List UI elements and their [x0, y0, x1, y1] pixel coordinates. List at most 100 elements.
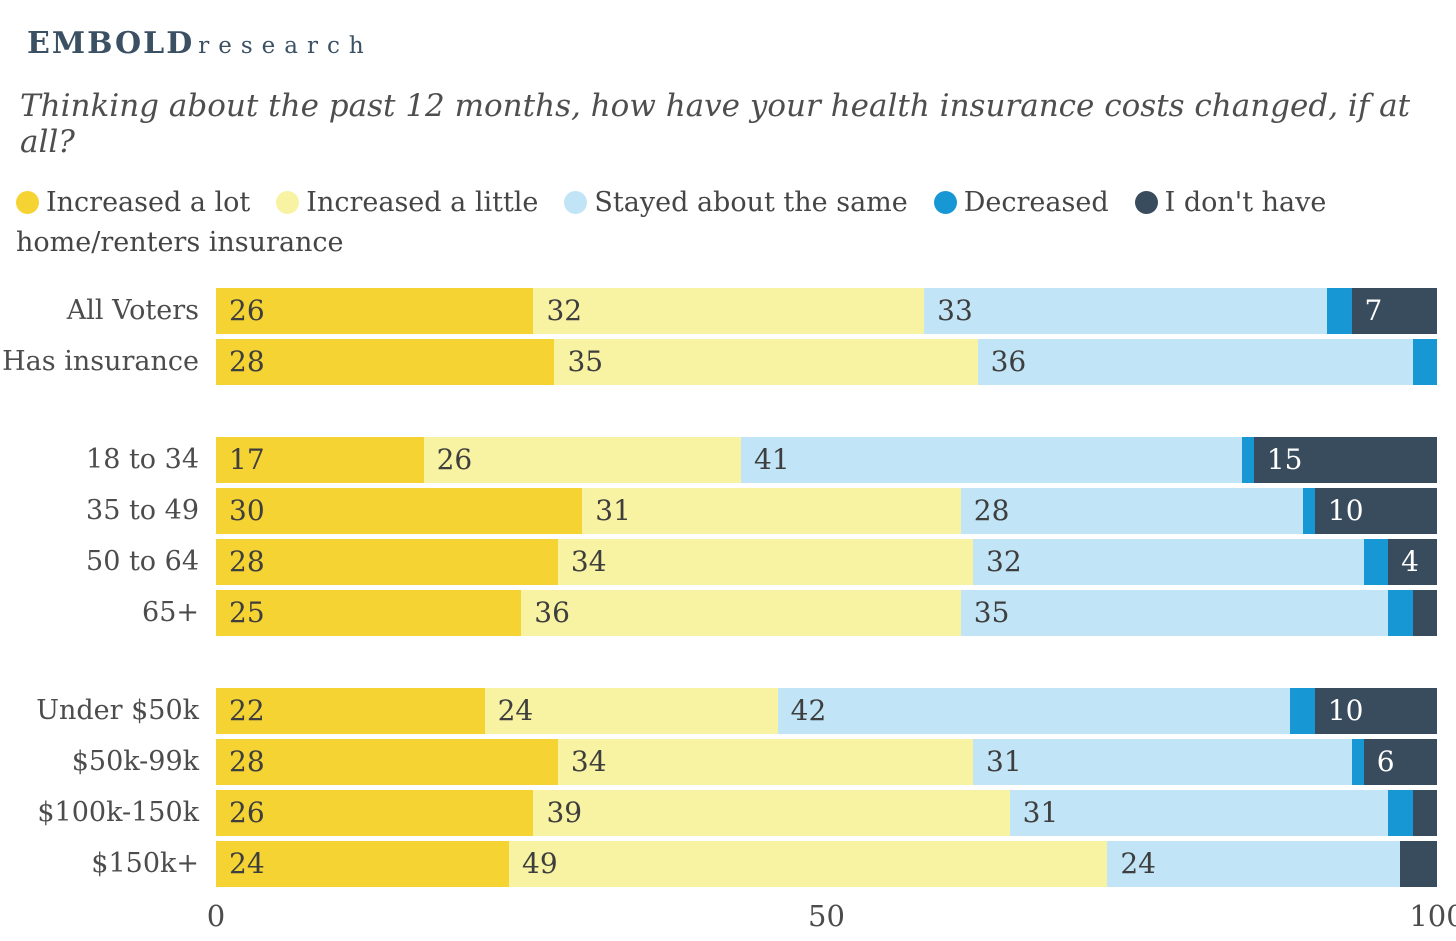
bar-track: 30 31 28 10: [216, 488, 1437, 534]
bar-track: 28 34 32 4: [216, 539, 1437, 585]
legend-swatch-decreased: [933, 191, 957, 214]
stacked-bar-chart: All Voters 26 32 33 7 Has insurance 28 35 36 18 t…: [0, 288, 1456, 887]
legend-label: Increased a little: [306, 187, 539, 218]
bar-segment-increased-a-little: 32: [533, 288, 925, 334]
bar-segment-increased-a-lot: 30: [216, 488, 583, 534]
chart-title: Thinking about the past 12 months, how h…: [20, 88, 1411, 160]
legend-label: Increased a lot: [46, 187, 251, 218]
bar-row-100k-150k: $100k-150k 26 39 31: [0, 790, 1456, 836]
legend-label: I don't have home/renters insurance: [16, 187, 1327, 258]
bar-value-label: 41: [754, 443, 790, 476]
bar-row-18-to-34: 18 to 34 17 26 41 15: [0, 437, 1456, 483]
bar-segment-increased-a-lot: 26: [216, 288, 534, 334]
bar-row-all-voters: All Voters 26 32 33 7: [0, 288, 1456, 334]
x-axis-tick-100: 100: [1409, 899, 1456, 933]
bar-segment-stayed-about-the-same: 36: [977, 339, 1413, 385]
bar-segment-stayed-about-the-same: 31: [1009, 790, 1389, 836]
bar-segment-increased-a-lot: 22: [216, 688, 485, 734]
row-label: $50k-99k: [71, 746, 199, 777]
bar-value-label: 26: [436, 443, 473, 476]
bar-segment-increased-a-lot: 28: [216, 339, 555, 385]
bar-segment-increased-a-little: 26: [423, 437, 742, 483]
bar-value-label: 17: [229, 443, 265, 476]
bar-row-150k: $150k+ 24 49 24: [0, 841, 1456, 887]
bar-segment-increased-a-little: 34: [557, 539, 973, 585]
bar-segment-stayed-about-the-same: 32: [973, 539, 1364, 585]
bar-segment-increased-a-little: 31: [582, 488, 961, 534]
bar-segment-increased-a-little: 36: [521, 590, 961, 636]
bar-segment-decreased: [1327, 288, 1352, 334]
legend-swatch-i-don-t-have-home-renters-insurance: [1134, 191, 1158, 214]
bar-segment-increased-a-little: 24: [484, 688, 778, 734]
bar-row-65: 65+ 25 36 35: [0, 590, 1456, 636]
x-axis: 0 50 100: [207, 899, 1456, 941]
row-label: $150k+: [91, 848, 199, 879]
bar-value-label: 32: [546, 294, 583, 327]
bar-value-label: 24: [1120, 847, 1156, 880]
legend-swatch-increased-a-lot: [16, 191, 39, 214]
bar-value-label: 15: [1266, 443, 1303, 476]
bar-value-label: 28: [229, 745, 265, 778]
bar-segment-i-don-t-have-home-renters-insurance: 6: [1363, 739, 1437, 785]
legend-label: Decreased: [963, 187, 1109, 218]
bar-segment-decreased: [1351, 739, 1364, 785]
bar-group: All Voters 26 32 33 7 Has insurance 28 35 36: [0, 288, 1456, 385]
x-axis-tick-0: 0: [206, 899, 226, 933]
bar-segment-stayed-about-the-same: 24: [1107, 841, 1401, 887]
bar-segment-increased-a-lot: 28: [216, 739, 558, 785]
legend-item-stayed-about-the-same: Stayed about the same: [564, 187, 908, 218]
bar-segment-decreased: [1302, 488, 1315, 534]
legend: Increased a lot Increased a little Stayed …: [16, 183, 1440, 263]
row-label: Under $50k: [36, 695, 199, 726]
bar-value-label: 4: [1401, 545, 1419, 578]
bar-track: 17 26 41 15: [216, 437, 1437, 483]
bar-row-35-to-49: 35 to 49 30 31 28 10: [0, 488, 1456, 534]
bar-track: 25 36 35: [216, 590, 1437, 636]
page-root: EMBOLD research Thinking about the past 1…: [0, 26, 1456, 937]
bar-value-label: 25: [229, 596, 265, 629]
bar-segment-increased-a-little: 49: [509, 841, 1108, 887]
bar-value-label: 31: [595, 494, 631, 527]
bar-value-label: 31: [1022, 796, 1059, 829]
bar-segment-i-don-t-have-home-renters-insurance: 15: [1253, 437, 1437, 483]
bar-segment-i-don-t-have-home-renters-insurance: 4: [1388, 539, 1437, 585]
bar-track: 22 24 42 10: [216, 688, 1437, 734]
bar-track: 28 34 31 6: [216, 739, 1437, 785]
bar-track: 24 49 24: [216, 841, 1437, 887]
bar-segment-stayed-about-the-same: 31: [973, 739, 1352, 785]
bar-value-label: 28: [229, 345, 265, 378]
bar-segment-decreased: [1388, 590, 1413, 636]
bar-value-label: 30: [229, 494, 265, 527]
row-label: Has insurance: [2, 346, 199, 377]
bar-row-has-insurance: Has insurance 28 35 36: [0, 339, 1456, 385]
bar-segment-increased-a-little: 34: [557, 739, 973, 785]
bar-value-label: 7: [1364, 294, 1383, 327]
bar-segment-increased-a-lot: 24: [216, 841, 510, 887]
bar-segment-i-don-t-have-home-renters-insurance: [1412, 590, 1437, 636]
row-label: All Voters: [66, 295, 199, 326]
bar-value-label: 24: [229, 847, 265, 880]
bar-value-label: 49: [522, 847, 558, 880]
bar-value-label: 26: [229, 796, 265, 829]
bar-segment-i-don-t-have-home-renters-insurance: 7: [1351, 288, 1437, 334]
bar-row-50-to-64: 50 to 64 28 34 32 4: [0, 539, 1456, 585]
bar-segment-i-don-t-have-home-renters-insurance: [1412, 790, 1437, 836]
bar-segment-i-don-t-have-home-renters-insurance: 10: [1314, 688, 1437, 734]
bar-track: 26 32 33 7: [216, 288, 1437, 334]
bar-segment-stayed-about-the-same: 41: [741, 437, 1242, 483]
bar-value-label: 34: [570, 745, 607, 778]
bar-track: 28 35 36: [216, 339, 1437, 385]
bar-value-label: 6: [1376, 745, 1395, 778]
legend-item-i-don-t-have-home-renters-insurance: I don't have home/renters insurance: [16, 187, 1326, 258]
bar-value-label: 35: [567, 345, 604, 378]
legend-swatch-increased-a-little: [276, 191, 300, 214]
bar-value-label: 32: [986, 545, 1022, 578]
bar-segment-i-don-t-have-home-renters-insurance: [1400, 841, 1437, 887]
bar-segment-decreased: [1290, 688, 1315, 734]
bar-segment-increased-a-lot: 17: [216, 437, 424, 483]
bar-value-label: 24: [497, 694, 534, 727]
bar-segment-stayed-about-the-same: 35: [960, 590, 1389, 636]
bar-segment-stayed-about-the-same: 33: [924, 288, 1328, 334]
bar-segment-decreased: [1363, 539, 1389, 585]
bar-value-label: 35: [973, 596, 1010, 629]
